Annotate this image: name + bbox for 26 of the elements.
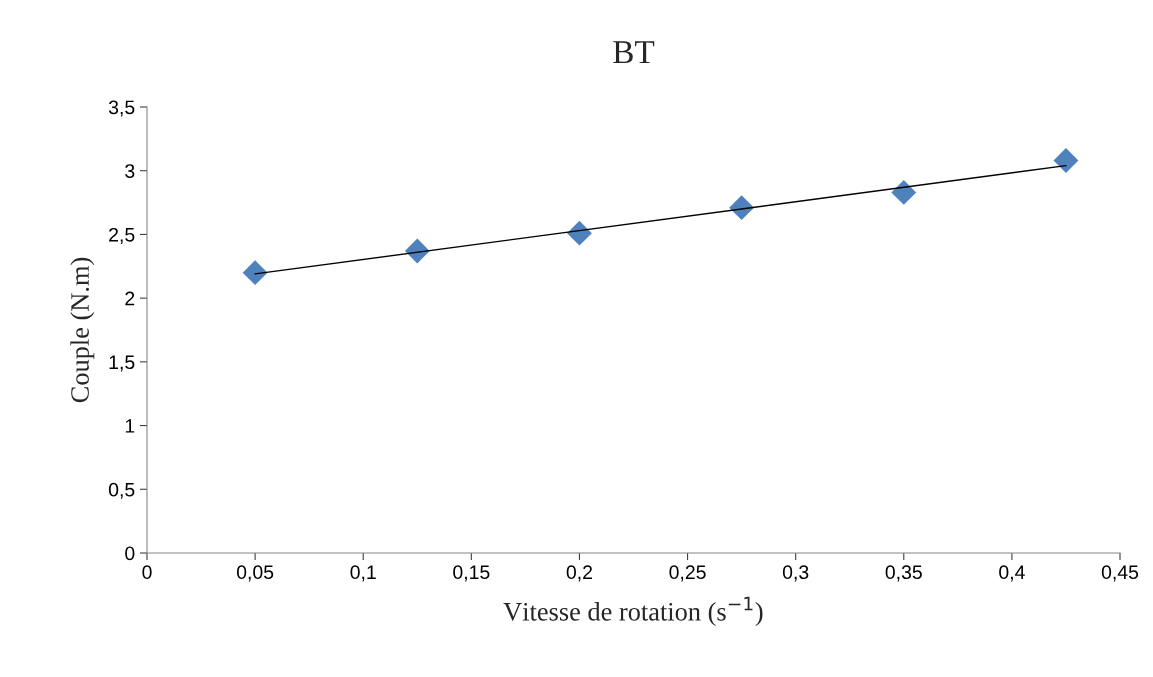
chart-title: BT [613, 41, 655, 64]
x-tick-label: 0,2 [566, 565, 592, 582]
y-tick-label: 3,5 [108, 100, 135, 117]
x-tick-label: 0,05 [236, 565, 274, 582]
x-tick-label: 0,45 [1101, 565, 1139, 582]
y-axis-title: Couple (N.m) [70, 257, 95, 403]
point [242, 260, 268, 286]
y-tick-label: 2,5 [109, 227, 135, 244]
x-tick-label: 0,15 [453, 565, 490, 582]
point [1053, 148, 1079, 173]
x-axis-title: Vitesse de rotation (s$^{−1}$) [503, 596, 763, 627]
y-tick-label: 0 [125, 546, 135, 561]
y-tick-label: 3 [125, 164, 135, 178]
point [891, 179, 917, 205]
y-tick-label: 1,5 [109, 355, 135, 372]
y-tick-label: 1 [125, 419, 135, 433]
x-tick-label: 0,35 [885, 565, 922, 582]
y-tick-label: 0,5 [108, 482, 135, 499]
point [567, 220, 592, 246]
x-tick-label: 0,1 [350, 565, 376, 582]
x-tick-label: 0,3 [782, 565, 809, 582]
y-tick-label: 2 [125, 291, 135, 306]
x-tick-label: 0 [142, 565, 152, 580]
point [729, 195, 755, 221]
x-tick-label: 0,25 [669, 565, 706, 582]
x-tick-label: 0,4 [999, 565, 1025, 582]
